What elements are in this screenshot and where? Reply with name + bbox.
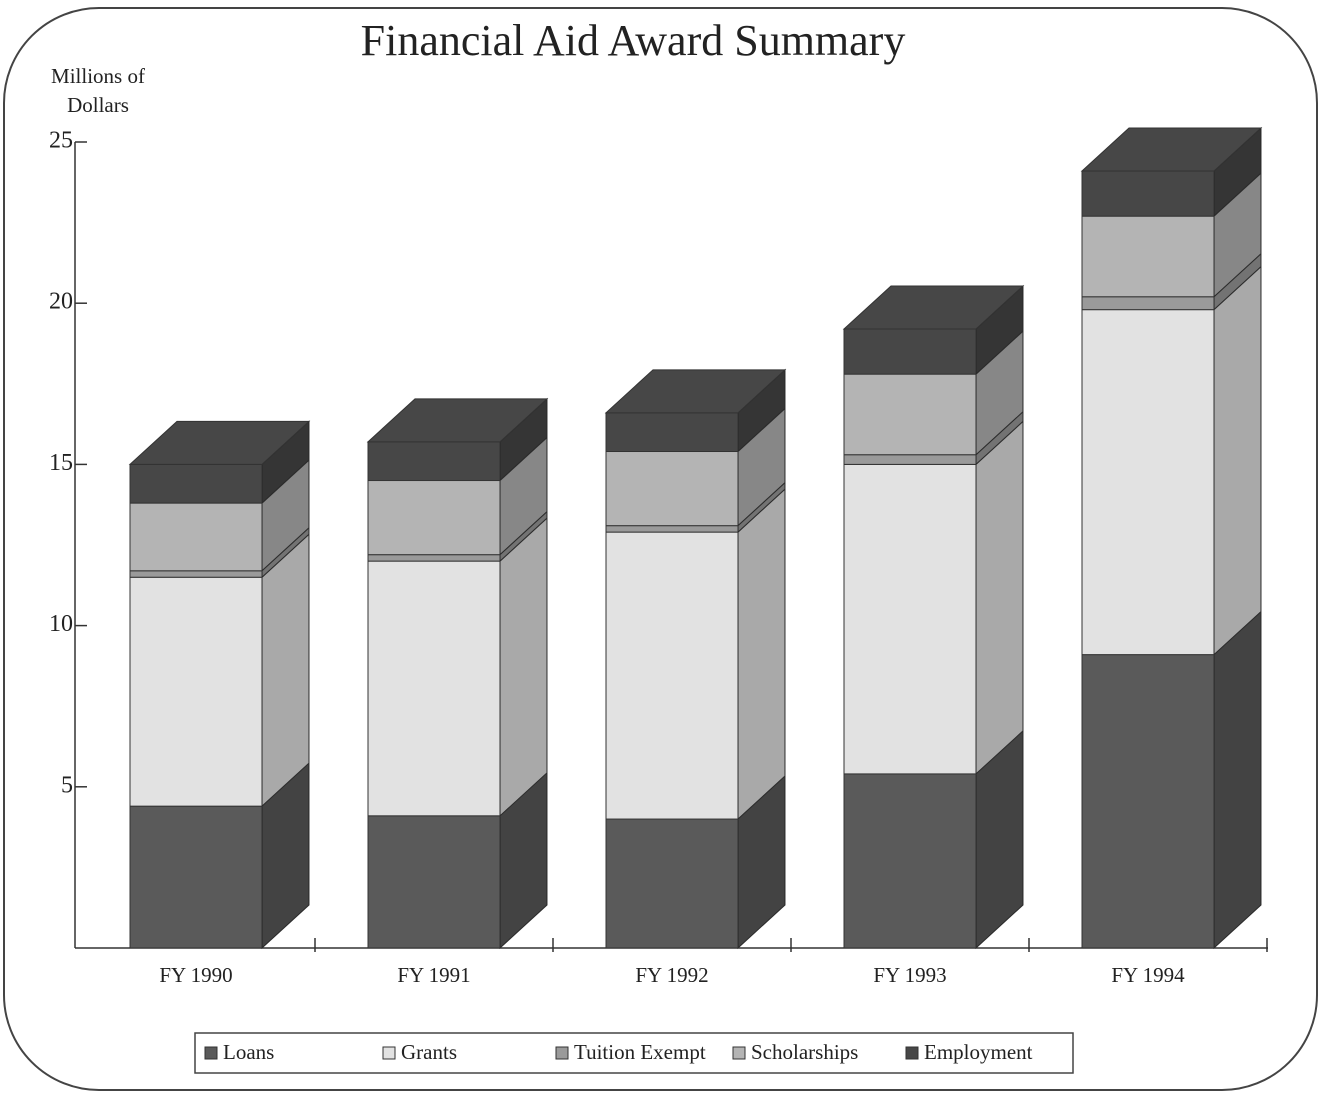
bar-top xyxy=(1080,127,1263,172)
legend-label: Tuition Exempt xyxy=(574,1040,706,1064)
bar-side-shade xyxy=(262,460,309,571)
bar-segment xyxy=(605,525,739,533)
bar-segment xyxy=(1081,654,1215,949)
bar-top xyxy=(604,369,787,414)
bar-side-shade xyxy=(500,518,547,816)
bar-segment xyxy=(605,818,739,949)
legend-swatch xyxy=(732,1046,746,1060)
y-tick-label: 20 xyxy=(49,289,73,315)
bar-side-shade xyxy=(262,421,309,504)
frame xyxy=(3,7,1318,1091)
y-axis-label: Millions of Dollars xyxy=(51,64,145,117)
bar-top xyxy=(366,398,549,443)
bar-side-shade xyxy=(738,408,785,526)
x-tick-label: FY 1994 xyxy=(1111,963,1185,987)
bar-segment xyxy=(129,570,263,578)
bar-segment xyxy=(1081,170,1215,217)
bar-segment xyxy=(605,531,739,820)
legend-swatch xyxy=(555,1046,569,1060)
bar-side-shade xyxy=(500,511,547,562)
bar-side-shade xyxy=(976,730,1023,948)
bar-side-shade xyxy=(1214,611,1261,948)
chart-title: Financial Aid Award Summary xyxy=(361,16,906,65)
legend-swatch xyxy=(905,1046,919,1060)
y-tick-label: 25 xyxy=(49,128,73,154)
bar-side-shade xyxy=(738,776,785,948)
bar-segment xyxy=(605,451,739,527)
bar-side-shade xyxy=(500,398,547,481)
bar-segment xyxy=(367,480,501,556)
bar-side-shade xyxy=(976,285,1023,375)
y-tick-label: 10 xyxy=(49,611,73,637)
bar-segment xyxy=(605,412,739,453)
bar-segment xyxy=(843,373,977,456)
bar-side-shade xyxy=(1214,253,1261,310)
bar-side-shade xyxy=(1214,266,1261,655)
legend-box xyxy=(194,1032,1074,1074)
bar-segment xyxy=(129,805,263,949)
bar-segment xyxy=(1081,309,1215,656)
bar-side-shade xyxy=(976,331,1023,455)
legend-label: Scholarships xyxy=(751,1040,858,1064)
bar-side-shade xyxy=(976,421,1023,774)
bar-top xyxy=(128,420,311,465)
bar-side-shade xyxy=(738,489,785,820)
bar-segment xyxy=(1081,296,1215,311)
bar-side-shade xyxy=(500,772,547,948)
bar-side-shade xyxy=(500,437,547,555)
bar-side-shade xyxy=(738,369,785,452)
bar-side-shade xyxy=(1214,128,1261,217)
bar-segment xyxy=(367,554,501,562)
bar-segment xyxy=(129,463,263,504)
legend-label: Employment xyxy=(924,1040,1033,1064)
bar-side-shade xyxy=(738,482,785,533)
legend-label: Loans xyxy=(223,1040,274,1064)
bar-segment xyxy=(1081,215,1215,298)
bar-top xyxy=(842,285,1025,330)
y-tick-label: 5 xyxy=(61,772,73,798)
bar-segment xyxy=(367,441,501,482)
bar-segment xyxy=(367,560,501,817)
x-tick-label: FY 1990 xyxy=(159,963,232,987)
x-tick-label: FY 1991 xyxy=(397,963,470,987)
bar-segment xyxy=(843,328,977,375)
x-tick-label: FY 1993 xyxy=(873,963,946,987)
bar-side-shade xyxy=(262,534,309,807)
bar-side-shade xyxy=(976,411,1023,465)
legend-label: Grants xyxy=(401,1040,457,1064)
bar-side-shade xyxy=(1214,173,1261,297)
bar-segment xyxy=(843,463,977,775)
x-tick-label: FY 1992 xyxy=(635,963,708,987)
bar-segment xyxy=(367,815,501,949)
bar-side-shade xyxy=(262,527,309,578)
bar-segment xyxy=(843,454,977,465)
bar-segment xyxy=(129,576,263,807)
bar-segment xyxy=(129,502,263,572)
bar-side-shade xyxy=(262,763,309,948)
y-tick-label: 15 xyxy=(49,450,73,476)
legend-swatch xyxy=(382,1046,396,1060)
bar-segment xyxy=(843,773,977,949)
legend-swatch xyxy=(204,1046,218,1060)
